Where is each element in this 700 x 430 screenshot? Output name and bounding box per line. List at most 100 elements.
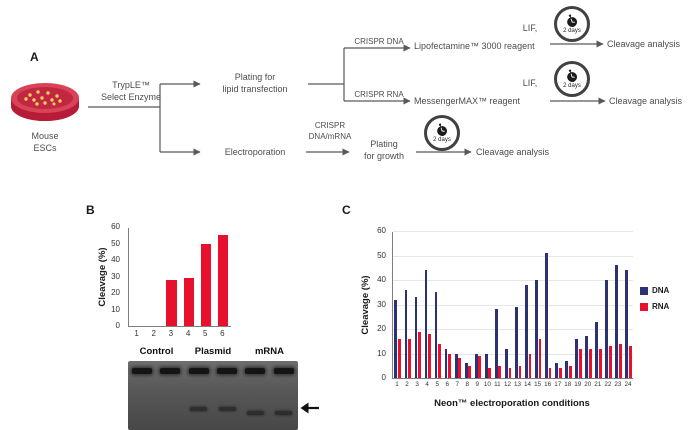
bar-RNA-5: [438, 343, 442, 378]
y-tick-60: 60: [111, 222, 120, 231]
bar-RNA-10: [488, 368, 492, 378]
panel-c-y-axis-ticks: 0 10 20 30 40 50 60: [356, 226, 390, 382]
x-tick-18: 18: [564, 381, 572, 388]
timer-caption: 2 days: [563, 82, 581, 89]
x-tick-4: 4: [185, 329, 191, 338]
stopwatch-icon: [437, 123, 448, 136]
step-electroporation: Electroporation: [224, 147, 286, 157]
x-tick-2: 2: [405, 381, 409, 388]
x-tick-5: 5: [435, 381, 439, 388]
bar-DNA-14: [525, 284, 528, 378]
legend-label-dna: DNA: [652, 286, 670, 295]
y-tick-20: 20: [111, 288, 120, 297]
y-tick-10: 10: [111, 304, 120, 314]
y-tick-50: 50: [111, 238, 120, 248]
timer-caption: 2 days: [433, 136, 451, 143]
y-tick-30: 30: [377, 299, 386, 309]
gel-band-upper-lane-2: [160, 368, 181, 374]
gel-label-plasmid: Plasmid: [194, 346, 232, 357]
bar-RNA-11: [498, 365, 502, 378]
x-tick-3: 3: [415, 381, 419, 388]
x-tick-3: 3: [168, 329, 174, 338]
y-tick-0: 0: [115, 321, 120, 330]
x-tick-9: 9: [475, 381, 480, 388]
label-crispr-dna-mrna-line2: DNA/mRNA: [308, 131, 352, 141]
gel-label-mrna: mRNA: [254, 346, 285, 357]
bar-RNA-18: [568, 365, 572, 378]
bar-RNA-8: [468, 365, 472, 378]
step-tryple-line2: Select Enzyme: [100, 91, 162, 102]
panel-c-legend: DNA RNA: [640, 286, 669, 318]
bar-value-5: [200, 243, 212, 326]
bar-RNA-19: [578, 348, 582, 378]
panel-c-x-axis-title: Neon™ electroporation conditions: [434, 398, 590, 409]
dna-swatch-icon: [640, 286, 648, 295]
bar-DNA-3: [414, 297, 418, 378]
bar-DNA-4: [424, 270, 428, 378]
panel-c-bar-chart: Cleavage (%) 0 10 20 30 40 50 60 1 2 3 4 5 6 7 8 9 10 11…: [352, 222, 697, 422]
bar-DNA-19: [575, 338, 579, 378]
y-tick-60: 60: [377, 226, 386, 235]
gel-band-upper-lane-5: [245, 368, 266, 374]
dish-caption-line1: Mouse: [31, 131, 59, 141]
x-tick-8: 8: [465, 381, 470, 388]
bar-RNA-24: [629, 346, 632, 378]
bar-RNA-15: [538, 338, 542, 378]
bar-RNA-4: [428, 333, 431, 378]
y-tick-40: 40: [111, 255, 120, 264]
bar-value-6: [217, 235, 229, 326]
result-cleavage-analysis-bottom: Cleavage analysis: [476, 147, 550, 157]
bar-value-4: [183, 278, 194, 326]
label-crispr-dna-mrna-line1: CRISPR: [314, 121, 346, 130]
bar-RNA-7: [458, 358, 462, 378]
bar-DNA-2: [404, 289, 408, 378]
x-tick-24: 24: [624, 381, 632, 388]
bar-DNA-5: [434, 292, 438, 378]
x-tick-21: 21: [594, 381, 602, 388]
bar-RNA-13: [518, 365, 522, 378]
gel-image: Control Plasmid mRNA: [128, 346, 298, 430]
panel-c-x-axis-ticks: 1 2 3 4 5 6 7 8 9 10 11 12 13 14 15 16 17 18 19 20 21 22 23 24: [392, 381, 632, 389]
timer-caption: 2 days: [563, 27, 581, 34]
gridline: [393, 255, 633, 257]
y-tick-30: 30: [111, 271, 120, 281]
bar-DNA-13: [514, 307, 518, 378]
x-tick-10: 10: [483, 381, 491, 388]
bar-RNA-6: [448, 353, 452, 378]
bar-RNA-2: [408, 338, 411, 378]
label-crispr-rna: CRISPR RNA: [354, 90, 404, 99]
step-tryple: TrypLE™ Select Enzyme: [94, 80, 168, 103]
bar-RNA-23: [618, 343, 622, 378]
gel-band-cleaved-lane-3: [190, 407, 208, 411]
legend-item-dna: DNA: [640, 286, 669, 295]
gridline: [393, 304, 633, 306]
bar-DNA-24: [625, 270, 629, 378]
bar-DNA-10: [484, 353, 488, 378]
x-tick-2: 2: [151, 329, 156, 338]
bar-RNA-14: [528, 353, 532, 378]
bar-DNA-6: [444, 348, 448, 378]
label-lif-bottom: LIF,: [522, 78, 538, 88]
gel-band-upper-lane-1: [132, 368, 152, 374]
bar-DNA-9: [474, 353, 478, 378]
x-tick-5: 5: [203, 329, 208, 338]
rna-swatch-icon: [640, 302, 648, 311]
gel-band-upper-lane-3: [188, 368, 209, 374]
timer-2days-icon-middle: 2 days: [554, 61, 590, 97]
step-plating-lipid-line2: lipid transfection: [222, 83, 288, 94]
bar-RNA-9: [478, 355, 482, 378]
x-tick-7: 7: [455, 381, 460, 388]
bar-DNA-18: [565, 360, 568, 378]
x-tick-17: 17: [554, 381, 562, 388]
bar-DNA-17: [555, 363, 558, 378]
bar-RNA-17: [558, 368, 562, 378]
step-plating-lipid-line1: Plating for: [234, 72, 276, 82]
y-tick-20: 20: [377, 324, 386, 333]
bar-DNA-22: [605, 280, 609, 378]
x-tick-1: 1: [134, 329, 139, 338]
petri-dish-icon: [11, 83, 79, 121]
stopwatch-icon: [567, 69, 578, 82]
x-tick-20: 20: [584, 381, 592, 388]
gel-band-cleaved-lane-4: [218, 407, 236, 411]
timer-2days-icon-top: 2 days: [554, 6, 590, 42]
